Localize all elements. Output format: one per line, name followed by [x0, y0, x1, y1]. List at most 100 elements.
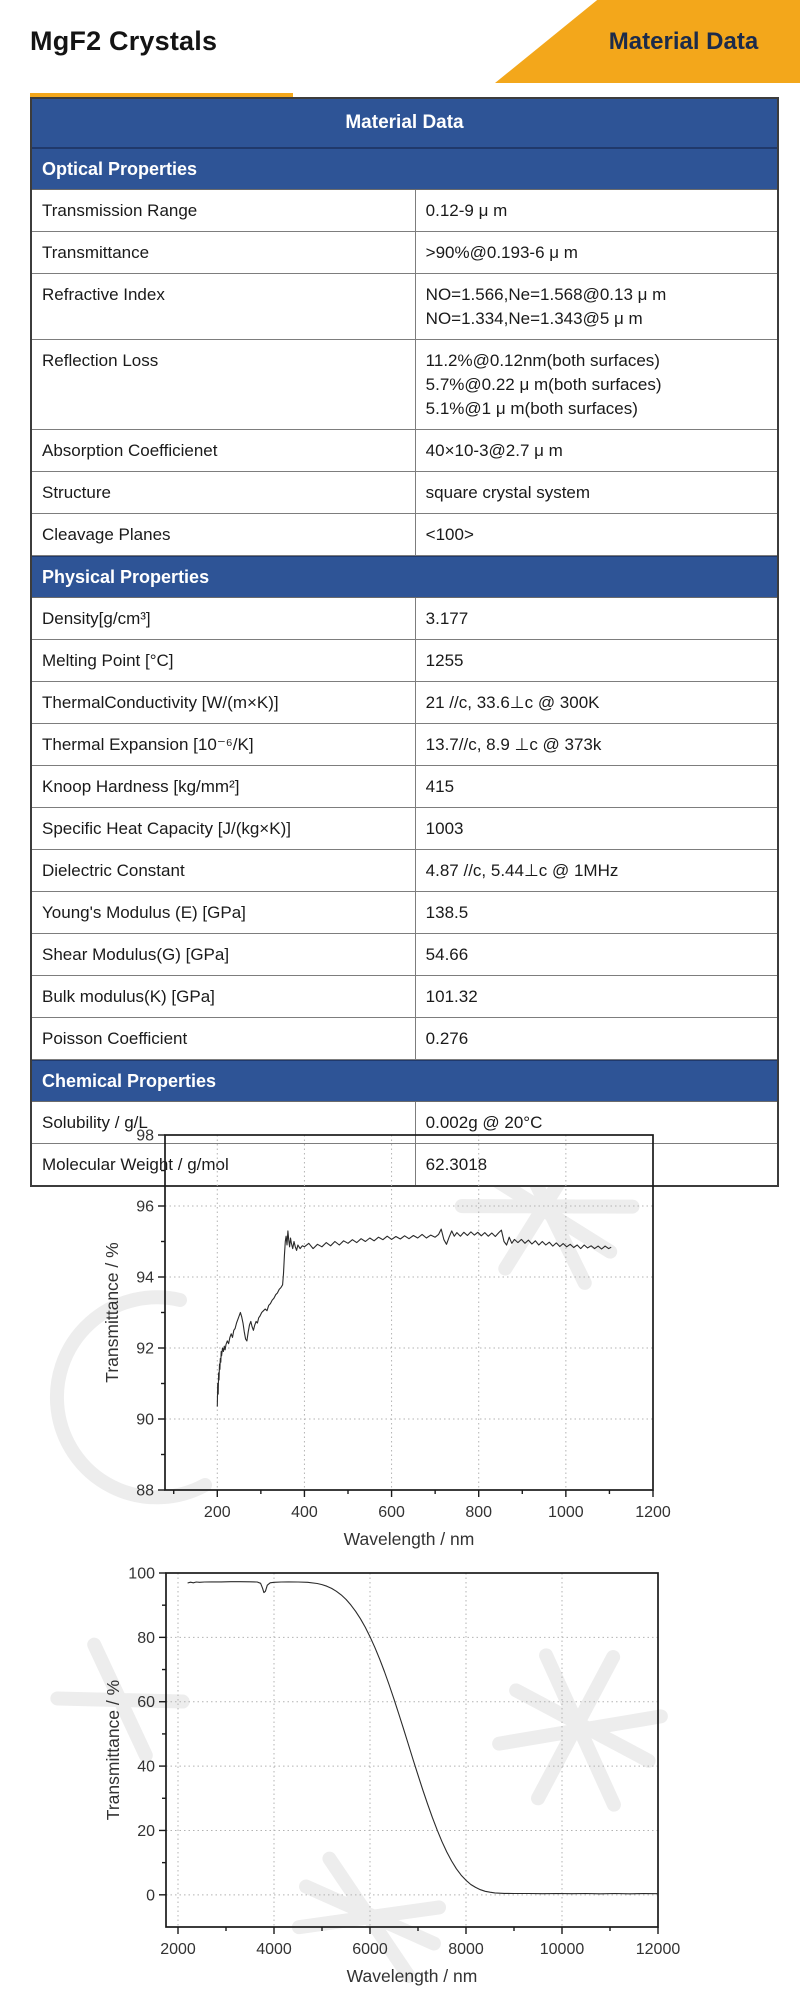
table-row: Cleavage Planes <100> [32, 514, 777, 556]
property-value-cell: 3.177 [425, 609, 469, 628]
table-row: Structure square crystal system [32, 472, 777, 514]
svg-text:90: 90 [136, 1412, 154, 1429]
table-row: Absorption Coefficienet 40×10-3@2.7 μ m [32, 430, 777, 472]
property-label-cell: Absorption Coefficienet [32, 430, 416, 471]
property-value-cell: 1003 [425, 819, 464, 838]
svg-text:1200: 1200 [635, 1504, 671, 1521]
property-label-cell: Transmission Range [32, 190, 416, 231]
svg-text:Wavelength / nm: Wavelength / nm [347, 1966, 478, 1986]
material-data-table: Material Data Optical Properties Transmis… [30, 97, 779, 1187]
table-row: Dielectric Constant 4.87 //c, 5.44⊥c @ 1M… [32, 850, 777, 892]
property-value-cell: 21 //c, 33.6⊥c @ 300K [425, 693, 600, 712]
svg-text:1000: 1000 [548, 1504, 584, 1521]
svg-text:2000: 2000 [160, 1941, 196, 1958]
property-label-cell: Poisson Coefficient [32, 1018, 416, 1059]
section-header-row: Physical Properties [32, 556, 777, 598]
ribbon-label: Material Data [608, 27, 759, 55]
property-value-cell: 0.12-9 μ m [425, 201, 508, 220]
property-label-cell: Density[g/cm³] [32, 598, 416, 639]
svg-text:0: 0 [146, 1887, 155, 1904]
property-label-cell: ThermalConductivity [W/(m×K)] [32, 682, 416, 723]
table-row: Transmittance >90%@0.193-6 μ m [32, 232, 777, 274]
table-row: Transmission Range 0.12-9 μ m [32, 190, 777, 232]
property-value-cell: NO=1.566,Ne=1.568@0.13 μ m NO=1.334,Ne=1.… [425, 285, 667, 328]
svg-text:600: 600 [378, 1504, 405, 1521]
property-label-cell: Bulk modulus(K) [GPa] [32, 976, 416, 1017]
property-label-cell: Transmittance [32, 232, 416, 273]
svg-text:8000: 8000 [448, 1941, 484, 1958]
svg-text:Wavelength / nm: Wavelength / nm [344, 1529, 475, 1549]
section-header-row: Chemical Properties [32, 1060, 777, 1102]
svg-text:40: 40 [137, 1759, 155, 1776]
property-value-cell: 0.002g @ 20°C [425, 1113, 543, 1132]
table-title: Material Data [32, 99, 777, 148]
property-value-cell: 13.7//c, 8.9 ⊥c @ 373k [425, 735, 602, 754]
svg-text:Transmittance / %: Transmittance / % [102, 1242, 122, 1382]
svg-text:98: 98 [136, 1128, 154, 1145]
svg-text:80: 80 [137, 1630, 155, 1647]
svg-text:10000: 10000 [540, 1941, 585, 1958]
table-row: Shear Modulus(G) [GPa] 54.66 [32, 934, 777, 976]
property-value-cell: 1255 [425, 651, 464, 670]
property-label-cell: Dielectric Constant [32, 850, 416, 891]
property-label-cell: Cleavage Planes [32, 514, 416, 555]
table-row: Poisson Coefficient 0.276 [32, 1018, 777, 1060]
table-row: Density[g/cm³] 3.177 [32, 598, 777, 640]
property-label-cell: Melting Point [°C] [32, 640, 416, 681]
property-label-cell: Reflection Loss [32, 340, 416, 429]
property-label-cell: Young's Modulus (E) [GPa] [32, 892, 416, 933]
property-value-cell: 4.87 //c, 5.44⊥c @ 1MHz [425, 861, 619, 880]
property-label-cell: Structure [32, 472, 416, 513]
svg-text:60: 60 [137, 1694, 155, 1711]
property-label-cell: Molecular Weight / g/mol [32, 1144, 416, 1185]
svg-text:88: 88 [136, 1483, 154, 1500]
transmittance-chart-uv-vis: 200 400 600 800 1000 1200 88 90 92 94 96 98 Waveleng… [102, 1128, 671, 1550]
table-row: Knoop Hardness [kg/mm²] 415 [32, 766, 777, 808]
svg-text:20: 20 [137, 1823, 155, 1840]
svg-text:92: 92 [136, 1341, 154, 1358]
transmittance-chart-ir: 2000 4000 6000 8000 10000 12000 0 20 40 60 80 100 Wa… [103, 1566, 681, 1987]
property-value-cell: 101.32 [425, 987, 478, 1006]
svg-text:400: 400 [291, 1504, 318, 1521]
property-value-cell: 138.5 [425, 903, 469, 922]
svg-text:800: 800 [465, 1504, 492, 1521]
table-row: Specific Heat Capacity [J/(kg×K)] 1003 [32, 808, 777, 850]
svg-text:Transmittance / %: Transmittance / % [103, 1680, 123, 1820]
property-label-cell: Specific Heat Capacity [J/(kg×K)] [32, 808, 416, 849]
table-row: ThermalConductivity [W/(m×K)] 21 //c, 33.… [32, 682, 777, 724]
svg-text:94: 94 [136, 1270, 154, 1287]
svg-text:96: 96 [136, 1199, 154, 1216]
property-label-cell: Solubility / g/L [32, 1102, 416, 1143]
table-row: Thermal Expansion [10⁻⁶/K] 13.7//c, 8.9 ⊥… [32, 724, 777, 766]
property-value-cell: >90%@0.193-6 μ m [425, 243, 578, 262]
table-row: Solubility / g/L 0.002g @ 20°C [32, 1102, 777, 1144]
svg-text:4000: 4000 [256, 1941, 292, 1958]
property-value-cell: 0.276 [425, 1029, 469, 1048]
svg-text:6000: 6000 [352, 1941, 388, 1958]
table-row: Young's Modulus (E) [GPa] 138.5 [32, 892, 777, 934]
table-row: Reflection Loss 11.2%@0.12nm(both surface… [32, 340, 777, 430]
title-underline [30, 93, 293, 98]
table-row: Molecular Weight / g/mol 62.3018 [32, 1144, 777, 1185]
svg-text:200: 200 [204, 1504, 231, 1521]
page-title: MgF2 Crystals [30, 26, 218, 56]
table-row: Bulk modulus(K) [GPa] 101.32 [32, 976, 777, 1018]
property-value-cell: square crystal system [425, 483, 591, 502]
property-value-cell: 62.3018 [425, 1155, 488, 1174]
section-header-row: Optical Properties [32, 148, 777, 190]
table-row: Refractive Index NO=1.566,Ne=1.568@0.13 μ… [32, 274, 777, 340]
property-label-cell: Refractive Index [32, 274, 416, 339]
property-value-cell: 415 [425, 777, 455, 796]
property-value-cell: <100> [425, 525, 474, 544]
property-value-cell: 40×10-3@2.7 μ m [425, 441, 563, 460]
property-label-cell: Shear Modulus(G) [GPa] [32, 934, 416, 975]
table-row: Melting Point [°C] 1255 [32, 640, 777, 682]
svg-text:12000: 12000 [636, 1941, 681, 1958]
property-label-cell: Thermal Expansion [10⁻⁶/K] [32, 724, 416, 765]
property-value-cell: 11.2%@0.12nm(both surfaces) 5.7%@0.22 μ m… [425, 351, 662, 418]
property-value-cell: 54.66 [425, 945, 469, 964]
svg-text:100: 100 [128, 1566, 155, 1583]
property-label-cell: Knoop Hardness [kg/mm²] [32, 766, 416, 807]
